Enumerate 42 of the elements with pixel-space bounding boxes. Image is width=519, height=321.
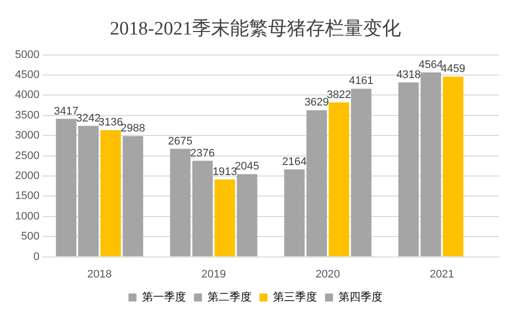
bar (214, 180, 236, 256)
legend-label: 第三季度 (273, 290, 317, 304)
data-label: 4459 (440, 63, 466, 76)
data-label: 4161 (348, 75, 374, 88)
x-tick-label: 2020 (316, 268, 340, 280)
y-tick-label: 3500 (14, 109, 40, 122)
bar (170, 148, 191, 256)
data-label: 3136 (98, 116, 123, 129)
data-label: 3629 (304, 96, 329, 109)
data-label: 2988 (120, 122, 146, 135)
y-tick-label: 5000 (14, 48, 40, 61)
bar (100, 130, 121, 256)
legend-label: 第一季度 (142, 290, 186, 304)
y-tick-label: 1500 (14, 190, 40, 202)
legend-label: 第二季度 (208, 290, 252, 304)
y-tick-label: 0 (33, 250, 40, 263)
y-tick-label: 4500 (14, 69, 40, 82)
bar (284, 169, 305, 256)
bar (122, 136, 144, 256)
y-tick-label: 2500 (14, 150, 40, 162)
bar (350, 88, 372, 256)
data-label: 4318 (396, 68, 421, 81)
bar (236, 174, 258, 256)
y-tick-label: 3000 (14, 130, 40, 142)
y-tick-label: 1000 (14, 210, 40, 222)
data-label: 1913 (212, 166, 238, 178)
bar (306, 110, 327, 256)
bar (192, 160, 213, 256)
x-tick-label: 2019 (201, 268, 226, 280)
y-tick-label: 4000 (14, 89, 40, 102)
y-tick-label: 2000 (14, 170, 40, 182)
bar (442, 76, 464, 256)
x-tick-label: 2018 (87, 268, 112, 280)
data-label: 3417 (54, 105, 78, 118)
y-tick-label: 500 (21, 230, 40, 243)
data-label: 2675 (168, 135, 193, 148)
data-label: 2164 (282, 156, 307, 168)
bar (328, 102, 350, 256)
x-tick-label: 2021 (430, 268, 454, 280)
data-label: 2376 (190, 147, 215, 160)
chart-title: 2018-2021季末能繁母猪存栏量变化 (110, 17, 402, 40)
legend-label: 第四季度 (338, 290, 382, 304)
